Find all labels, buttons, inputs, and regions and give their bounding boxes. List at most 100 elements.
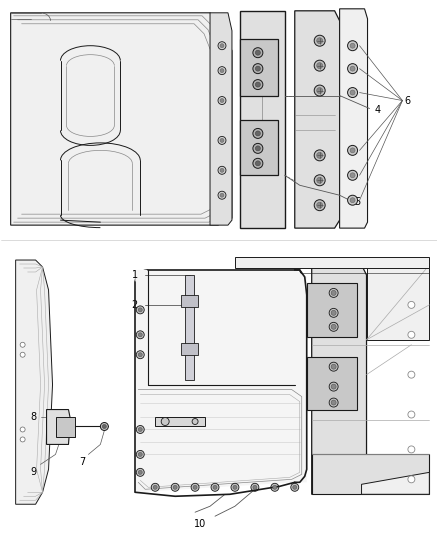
Circle shape: [253, 158, 263, 168]
Circle shape: [218, 42, 226, 50]
Circle shape: [138, 453, 142, 456]
Circle shape: [314, 35, 325, 46]
Circle shape: [348, 41, 357, 51]
Circle shape: [253, 79, 263, 90]
Circle shape: [153, 486, 157, 489]
Circle shape: [136, 425, 144, 433]
Text: 4: 4: [374, 106, 381, 116]
Circle shape: [329, 322, 338, 332]
Polygon shape: [11, 13, 232, 225]
Circle shape: [255, 50, 260, 55]
Polygon shape: [56, 416, 75, 438]
Circle shape: [211, 483, 219, 491]
Circle shape: [233, 486, 237, 489]
Circle shape: [331, 384, 336, 389]
Circle shape: [253, 143, 263, 154]
Circle shape: [314, 200, 325, 211]
Text: 8: 8: [31, 411, 37, 422]
Circle shape: [218, 136, 226, 144]
Polygon shape: [240, 39, 278, 95]
Circle shape: [255, 131, 260, 136]
Polygon shape: [46, 409, 71, 445]
Circle shape: [20, 342, 25, 347]
Circle shape: [408, 411, 415, 418]
Circle shape: [317, 152, 323, 158]
Circle shape: [136, 450, 144, 458]
Circle shape: [408, 371, 415, 378]
Polygon shape: [235, 257, 429, 268]
Circle shape: [253, 47, 263, 58]
Circle shape: [192, 418, 198, 424]
Circle shape: [213, 486, 217, 489]
Circle shape: [314, 60, 325, 71]
Circle shape: [136, 351, 144, 359]
Circle shape: [348, 195, 357, 205]
Polygon shape: [307, 283, 357, 337]
Circle shape: [331, 324, 336, 329]
Circle shape: [231, 483, 239, 491]
Circle shape: [220, 99, 224, 102]
Circle shape: [255, 82, 260, 87]
Circle shape: [20, 427, 25, 432]
Polygon shape: [367, 265, 429, 340]
Circle shape: [350, 43, 355, 48]
Circle shape: [329, 362, 338, 371]
Circle shape: [350, 148, 355, 153]
Circle shape: [173, 486, 177, 489]
Circle shape: [291, 483, 299, 491]
Text: 10: 10: [194, 519, 206, 529]
Circle shape: [151, 483, 159, 491]
Circle shape: [348, 171, 357, 180]
Circle shape: [138, 427, 142, 432]
Circle shape: [218, 67, 226, 75]
Circle shape: [348, 63, 357, 74]
Circle shape: [317, 202, 323, 208]
Circle shape: [314, 175, 325, 186]
Circle shape: [331, 290, 336, 295]
Circle shape: [253, 63, 263, 74]
Circle shape: [350, 90, 355, 95]
Circle shape: [329, 398, 338, 407]
Circle shape: [138, 470, 142, 474]
Circle shape: [331, 310, 336, 316]
Polygon shape: [210, 13, 232, 225]
Circle shape: [331, 364, 336, 369]
Circle shape: [220, 69, 224, 72]
Circle shape: [193, 486, 197, 489]
Polygon shape: [361, 472, 429, 494]
Circle shape: [329, 288, 338, 297]
Polygon shape: [16, 260, 53, 504]
Circle shape: [255, 66, 260, 71]
Polygon shape: [307, 357, 357, 409]
Circle shape: [20, 437, 25, 442]
Circle shape: [317, 63, 323, 69]
Polygon shape: [240, 11, 285, 228]
Circle shape: [314, 85, 325, 96]
Circle shape: [161, 417, 169, 425]
Circle shape: [138, 333, 142, 337]
Circle shape: [218, 191, 226, 199]
Circle shape: [220, 139, 224, 142]
Circle shape: [348, 87, 357, 98]
Circle shape: [350, 66, 355, 71]
Circle shape: [255, 146, 260, 151]
Text: 7: 7: [79, 457, 85, 467]
Circle shape: [350, 173, 355, 178]
Circle shape: [136, 331, 144, 339]
Text: 2: 2: [131, 300, 138, 310]
Circle shape: [255, 161, 260, 166]
Circle shape: [253, 486, 257, 489]
Circle shape: [220, 44, 224, 47]
Circle shape: [171, 483, 179, 491]
Text: 5: 5: [354, 197, 360, 207]
Circle shape: [218, 96, 226, 104]
Circle shape: [329, 309, 338, 317]
Circle shape: [20, 352, 25, 357]
Circle shape: [138, 353, 142, 357]
Polygon shape: [181, 295, 198, 307]
Text: 9: 9: [31, 467, 37, 478]
Circle shape: [348, 146, 357, 155]
Circle shape: [408, 446, 415, 453]
Circle shape: [100, 423, 108, 431]
Circle shape: [136, 306, 144, 314]
